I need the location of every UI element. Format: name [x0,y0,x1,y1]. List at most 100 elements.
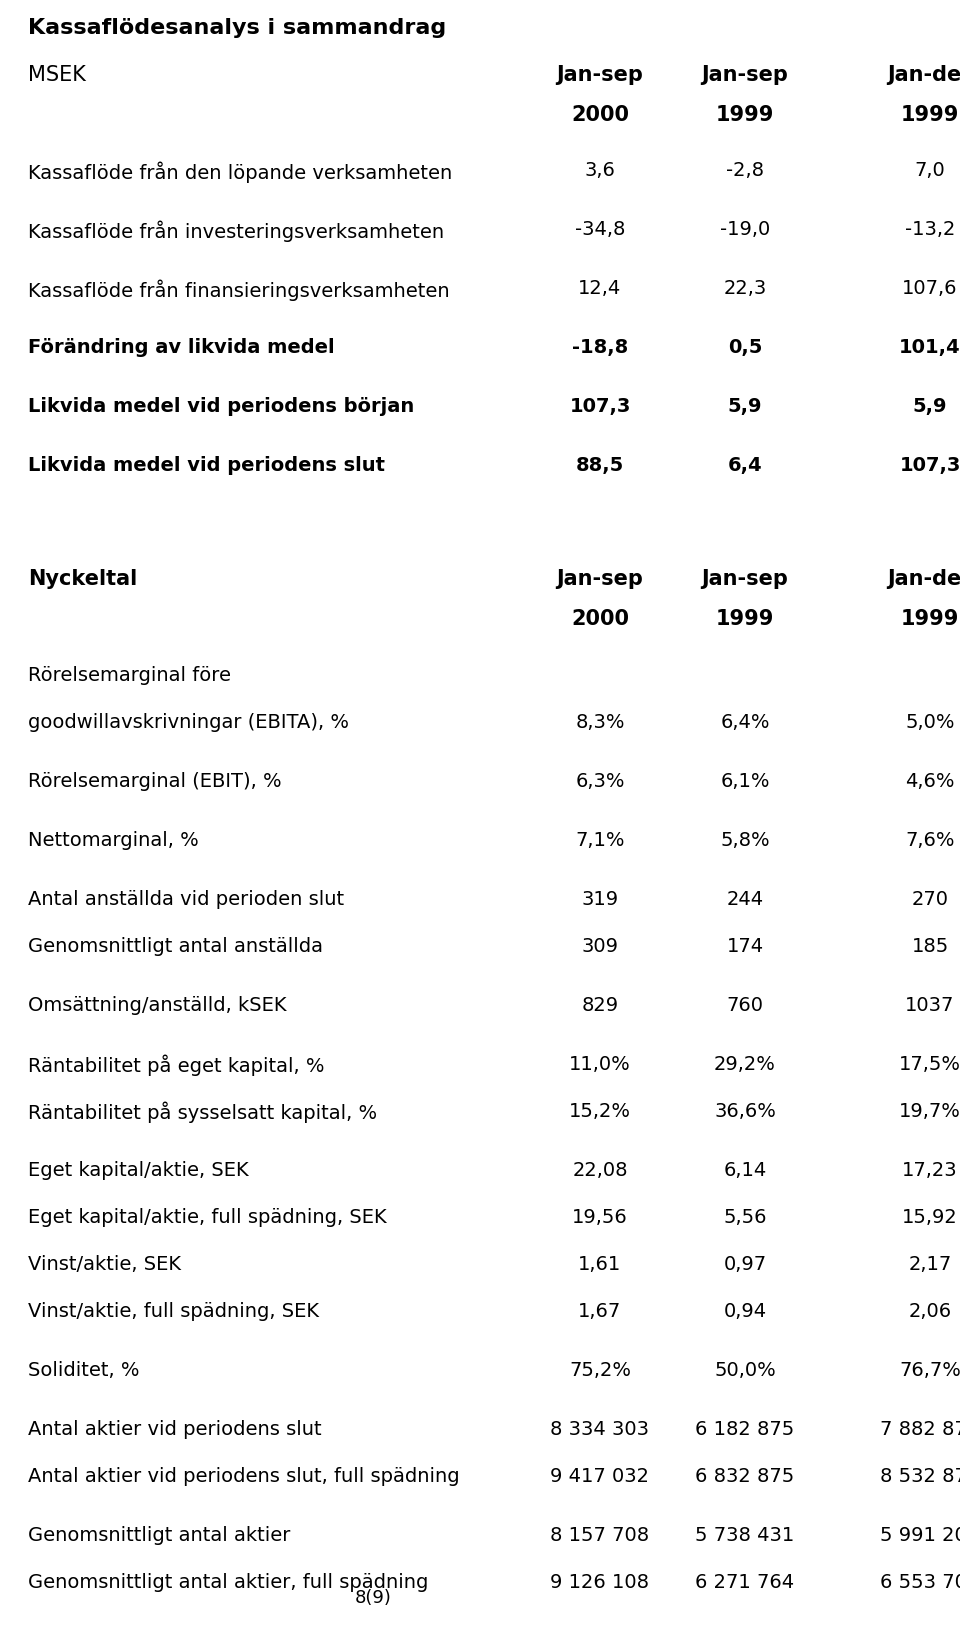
Text: 7 882 875: 7 882 875 [880,1420,960,1438]
Text: 17,5%: 17,5% [899,1054,960,1074]
Text: MSEK: MSEK [28,65,85,85]
Text: 6,4: 6,4 [728,456,762,475]
Text: Jan-sep: Jan-sep [557,569,643,589]
Text: 8,3%: 8,3% [575,713,625,732]
Text: 76,7%: 76,7% [900,1360,960,1380]
Text: Jan-dec: Jan-dec [887,569,960,589]
Text: 1999: 1999 [900,106,959,125]
Text: 2,17: 2,17 [908,1254,951,1274]
Text: 1999: 1999 [900,608,959,630]
Text: 5,9: 5,9 [728,397,762,417]
Text: 15,92: 15,92 [902,1207,958,1227]
Text: 11,0%: 11,0% [569,1054,631,1074]
Text: 174: 174 [727,937,763,955]
Text: 7,1%: 7,1% [575,831,625,849]
Text: 22,3: 22,3 [724,280,767,298]
Text: -34,8: -34,8 [575,220,625,239]
Text: 107,3: 107,3 [569,397,631,417]
Text: 101,4: 101,4 [900,338,960,358]
Text: 7,6%: 7,6% [905,831,955,849]
Text: -2,8: -2,8 [726,161,764,181]
Text: -18,8: -18,8 [572,338,628,358]
Text: Genomsnittligt antal anställda: Genomsnittligt antal anställda [28,937,323,955]
Text: 5,0%: 5,0% [905,713,955,732]
Text: 6,3%: 6,3% [575,771,625,791]
Text: Genomsnittligt antal aktier: Genomsnittligt antal aktier [28,1526,290,1544]
Text: Rörelsemarginal före: Rörelsemarginal före [28,665,231,685]
Text: 19,7%: 19,7% [900,1101,960,1121]
Text: 0,94: 0,94 [724,1302,767,1321]
Text: 29,2%: 29,2% [714,1054,776,1074]
Text: 17,23: 17,23 [902,1160,958,1180]
Text: Eget kapital/aktie, full spädning, SEK: Eget kapital/aktie, full spädning, SEK [28,1207,387,1227]
Text: Likvida medel vid periodens början: Likvida medel vid periodens början [28,397,415,417]
Text: 1,61: 1,61 [578,1254,622,1274]
Text: 1037: 1037 [905,996,954,1015]
Text: Nettomarginal, %: Nettomarginal, % [28,831,199,849]
Text: 75,2%: 75,2% [569,1360,631,1380]
Text: 5,8%: 5,8% [720,831,770,849]
Text: 6 182 875: 6 182 875 [695,1420,795,1438]
Text: 6,4%: 6,4% [720,713,770,732]
Text: 6 271 764: 6 271 764 [695,1573,795,1591]
Text: 107,6: 107,6 [902,280,958,298]
Text: 1999: 1999 [716,608,774,630]
Text: 6 832 875: 6 832 875 [695,1466,795,1485]
Text: Vinst/aktie, full spädning, SEK: Vinst/aktie, full spädning, SEK [28,1302,319,1321]
Text: Kassaflöde från den löpande verksamheten: Kassaflöde från den löpande verksamheten [28,161,452,182]
Text: Förändring av likvida medel: Förändring av likvida medel [28,338,335,358]
Text: goodwillavskrivningar (EBITA), %: goodwillavskrivningar (EBITA), % [28,713,349,732]
Text: Jan-sep: Jan-sep [557,65,643,85]
Text: 9 417 032: 9 417 032 [550,1466,650,1485]
Text: 8 334 303: 8 334 303 [550,1420,650,1438]
Text: 5,56: 5,56 [723,1207,767,1227]
Text: 36,6%: 36,6% [714,1101,776,1121]
Text: Genomsnittligt antal aktier, full spädning: Genomsnittligt antal aktier, full spädni… [28,1573,428,1591]
Text: 5 991 208: 5 991 208 [880,1526,960,1544]
Text: 185: 185 [911,937,948,955]
Text: Eget kapital/aktie, SEK: Eget kapital/aktie, SEK [28,1160,249,1180]
Text: 760: 760 [727,996,763,1015]
Text: 2000: 2000 [571,106,629,125]
Text: Kassaflöde från investeringsverksamheten: Kassaflöde från investeringsverksamheten [28,220,444,242]
Text: 12,4: 12,4 [578,280,622,298]
Text: 2000: 2000 [571,608,629,630]
Text: 5,9: 5,9 [913,397,948,417]
Text: 3,6: 3,6 [585,161,615,181]
Text: 9 126 108: 9 126 108 [550,1573,650,1591]
Text: Soliditet, %: Soliditet, % [28,1360,139,1380]
Text: Räntabilitet på eget kapital, %: Räntabilitet på eget kapital, % [28,1054,324,1075]
Text: Vinst/aktie, SEK: Vinst/aktie, SEK [28,1254,181,1274]
Text: 50,0%: 50,0% [714,1360,776,1380]
Text: 6 553 708: 6 553 708 [880,1573,960,1591]
Text: -13,2: -13,2 [905,220,955,239]
Text: 15,2%: 15,2% [569,1101,631,1121]
Text: 319: 319 [582,890,618,909]
Text: 4,6%: 4,6% [905,771,955,791]
Text: 22,08: 22,08 [572,1160,628,1180]
Text: Kassaflödesanalys i sammandrag: Kassaflödesanalys i sammandrag [28,18,446,37]
Text: Rörelsemarginal (EBIT), %: Rörelsemarginal (EBIT), % [28,771,281,791]
Text: 309: 309 [582,937,618,955]
Text: Omsättning/anställd, kSEK: Omsättning/anställd, kSEK [28,996,286,1015]
Text: 829: 829 [582,996,618,1015]
Text: 6,1%: 6,1% [720,771,770,791]
Text: Jan-sep: Jan-sep [702,65,788,85]
Text: Antal aktier vid periodens slut, full spädning: Antal aktier vid periodens slut, full sp… [28,1466,460,1485]
Text: 0,5: 0,5 [728,338,762,358]
Text: 8 157 708: 8 157 708 [550,1526,650,1544]
Text: Jan-dec: Jan-dec [887,65,960,85]
Text: 1,67: 1,67 [578,1302,622,1321]
Text: 5 738 431: 5 738 431 [695,1526,795,1544]
Text: Jan-sep: Jan-sep [702,569,788,589]
Text: 8 532 875: 8 532 875 [880,1466,960,1485]
Text: Antal aktier vid periodens slut: Antal aktier vid periodens slut [28,1420,322,1438]
Text: 7,0: 7,0 [915,161,946,181]
Text: 270: 270 [911,890,948,909]
Text: 6,14: 6,14 [724,1160,767,1180]
Text: Räntabilitet på sysselsatt kapital, %: Räntabilitet på sysselsatt kapital, % [28,1101,377,1123]
Text: Kassaflöde från finansieringsverksamheten: Kassaflöde från finansieringsverksamhete… [28,280,449,301]
Text: 8(9): 8(9) [355,1590,392,1607]
Text: 107,3: 107,3 [900,456,960,475]
Text: Likvida medel vid periodens slut: Likvida medel vid periodens slut [28,456,385,475]
